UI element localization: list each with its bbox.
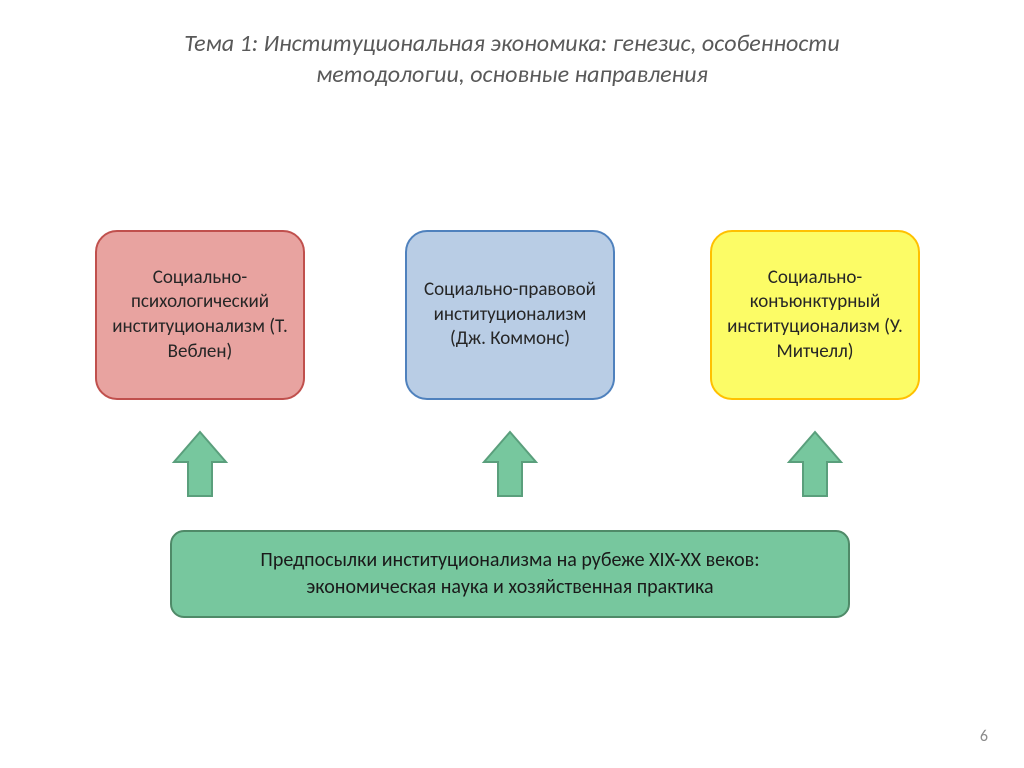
page-number: 6 (980, 727, 988, 746)
concept-card-0: Социально-психологический институционали… (95, 230, 305, 400)
arrow-up-1 (480, 430, 540, 500)
premises-line1: Предпосылки институционализма на рубеже … (260, 548, 759, 572)
concept-card-1: Социально-правовой институционализм (Дж.… (405, 230, 615, 400)
arrow-up-icon (170, 430, 230, 500)
arrow-up-icon (480, 430, 540, 500)
concept-card-text-1: Социально-правовой институционализм (Дж.… (417, 278, 603, 352)
slide-title: Тема 1: Институциональная экономика: ген… (0, 28, 1024, 90)
arrow-up-0 (170, 430, 230, 500)
concept-card-text-0: Социально-психологический институционали… (107, 266, 293, 365)
arrow-up-2 (785, 430, 845, 500)
concept-card-2: Социально-конъюнктурный институционализм… (710, 230, 920, 400)
title-line1: Тема 1: Институциональная экономика: ген… (184, 29, 839, 58)
title-line2: методологии, основные направления (316, 60, 708, 89)
concept-card-text-2: Социально-конъюнктурный институционализм… (722, 266, 908, 365)
premises-line2: экономическая наука и хозяйственная прак… (306, 575, 713, 599)
premises-box: Предпосылки институционализма на рубеже … (170, 530, 850, 618)
arrow-up-icon (785, 430, 845, 500)
